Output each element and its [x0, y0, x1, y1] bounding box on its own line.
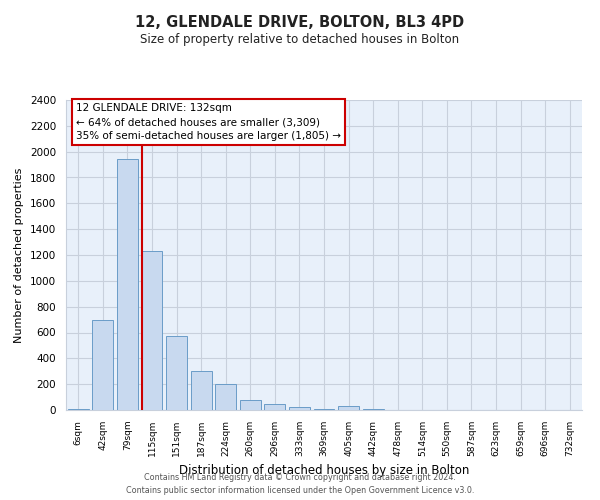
Bar — [142, 251, 163, 410]
Bar — [68, 408, 89, 410]
Bar — [191, 371, 212, 410]
Bar — [265, 404, 286, 410]
Text: 12 GLENDALE DRIVE: 132sqm
← 64% of detached houses are smaller (3,309)
35% of se: 12 GLENDALE DRIVE: 132sqm ← 64% of detac… — [76, 103, 341, 141]
Bar — [338, 406, 359, 410]
Bar — [215, 384, 236, 410]
Text: 12, GLENDALE DRIVE, BOLTON, BL3 4PD: 12, GLENDALE DRIVE, BOLTON, BL3 4PD — [136, 15, 464, 30]
Y-axis label: Number of detached properties: Number of detached properties — [14, 168, 25, 342]
Text: Contains HM Land Registry data © Crown copyright and database right 2024.
Contai: Contains HM Land Registry data © Crown c… — [126, 474, 474, 495]
Bar — [166, 336, 187, 410]
Text: Size of property relative to detached houses in Bolton: Size of property relative to detached ho… — [140, 32, 460, 46]
Bar — [92, 320, 113, 410]
Bar — [117, 160, 138, 410]
X-axis label: Distribution of detached houses by size in Bolton: Distribution of detached houses by size … — [179, 464, 469, 477]
Bar — [240, 400, 261, 410]
Bar — [289, 407, 310, 410]
